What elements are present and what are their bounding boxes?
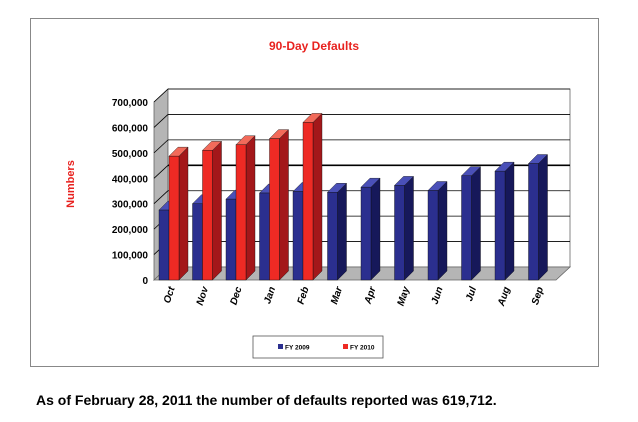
y-tick-label: 100,000 — [112, 251, 149, 262]
x-tick-label: Apr — [363, 284, 379, 306]
legend-swatch-fy2009 — [278, 344, 283, 349]
bar-fy2009-mar — [327, 182, 347, 281]
bar-front — [158, 209, 170, 281]
bar-side — [370, 177, 381, 281]
y-tick-label: 400,000 — [112, 174, 149, 185]
bar-fy2009-apr — [360, 177, 381, 281]
x-tick-label: Mar — [329, 284, 345, 305]
x-tick-label: Oct — [162, 285, 178, 305]
gridline-diagonal — [153, 88, 169, 103]
bar-side — [404, 175, 414, 281]
x-tick-label: Jun — [430, 286, 446, 306]
y-tick-label: 0 — [142, 276, 148, 287]
bar-fy2010-nov — [202, 140, 222, 281]
bar-front — [461, 175, 472, 281]
x-tick-label: Feb — [296, 286, 312, 306]
bars — [158, 112, 548, 281]
gridline-diagonal — [153, 139, 169, 154]
gridline-diagonal — [153, 114, 169, 128]
bar-front — [302, 122, 314, 281]
x-tick-label: Jan — [262, 286, 278, 306]
bar-fy2009-jul — [461, 166, 481, 281]
bar-fy2009-may — [394, 175, 414, 281]
bar-side — [245, 135, 256, 281]
bar-front — [269, 138, 280, 281]
bar-front — [202, 150, 213, 281]
caption-text: As of February 28, 2011 the number of de… — [36, 392, 497, 408]
x-tick-label: Sep — [530, 286, 546, 307]
bar-side — [437, 181, 448, 281]
legend-swatch-fy2010 — [343, 344, 348, 349]
bar-side — [178, 146, 189, 281]
x-tick-labels: Oct Nov Dec Jan Feb Mar Apr May Jun Jul Aug Sep — [162, 284, 546, 308]
x-tick-label: Nov — [195, 284, 212, 307]
x-tick-label: May — [396, 285, 413, 307]
legend-label-fy2009: FY 2009 — [285, 345, 310, 352]
y-axis-label: Numbers — [65, 160, 77, 208]
gridline-diagonal — [153, 164, 169, 179]
bar-front — [235, 144, 247, 281]
legend-label-fy2010: FY 2010 — [350, 345, 375, 352]
bar-front — [327, 192, 338, 281]
bar-side — [337, 182, 347, 281]
legend: FY 2009 FY 2010 — [252, 335, 384, 359]
chart-frame: 90-Day Defaults Numbers 0 100,000 200,000 3… — [30, 18, 599, 367]
y-tick-label: 500,000 — [112, 149, 149, 160]
bar-side — [538, 154, 548, 281]
y-tick-label: 600,000 — [112, 123, 149, 134]
bar-front — [394, 185, 405, 281]
x-tick-label: Aug — [496, 286, 513, 309]
y-tick-label: 300,000 — [112, 200, 149, 211]
chart-title: 90-Day Defaults — [269, 39, 359, 53]
bar-fy2010-oct — [168, 146, 189, 281]
bar-front — [360, 186, 372, 281]
bar-fy2010-feb — [302, 112, 323, 281]
bar-front — [528, 163, 539, 281]
bar-fy2009-jun — [427, 181, 448, 281]
bar-front — [225, 198, 237, 281]
legend-box — [252, 335, 384, 359]
bar-side — [504, 161, 515, 281]
bar-fy2010-jan — [269, 129, 289, 281]
bar-fy2010-dec — [235, 135, 256, 281]
chart-svg: 90-Day Defaults Numbers 0 100,000 200,000 3… — [65, 39, 572, 359]
bar-side — [471, 166, 481, 281]
bar-front — [259, 192, 270, 281]
gridline-diagonal — [153, 190, 169, 205]
x-tick-label: Dec — [228, 285, 244, 306]
bar-front — [292, 191, 304, 281]
x-tick-label: Jul — [464, 285, 479, 302]
bar-front — [494, 170, 506, 281]
bar-side — [212, 140, 222, 281]
bar-fy2009-sep — [528, 154, 548, 281]
bar-fy2009-aug — [494, 161, 515, 281]
bar-side — [279, 129, 289, 281]
y-tick-label: 200,000 — [112, 225, 149, 236]
bar-side — [312, 112, 323, 281]
bar-front — [192, 203, 203, 281]
y-tick-label: 700,000 — [112, 98, 149, 109]
y-tick-labels: 0 100,000 200,000 300,000 400,000 500,000 600,… — [112, 98, 149, 287]
bar-front — [168, 155, 180, 281]
bar-front — [427, 190, 439, 281]
